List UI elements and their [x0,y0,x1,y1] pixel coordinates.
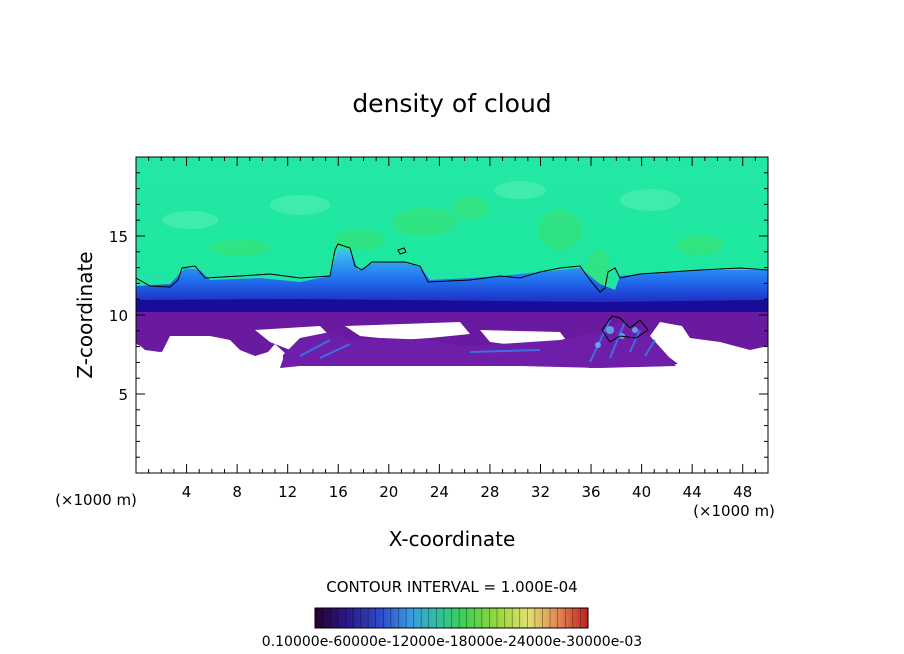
colorbar [314,607,589,629]
colorbar-divisions [322,608,581,628]
y-tick-label: 15 [109,228,128,246]
x-tick-label: 12 [278,483,297,501]
x-tick-label: 16 [329,483,348,501]
lower-cloud-blob [283,322,676,368]
x-tick-label: 44 [683,483,702,501]
y-tick-label: 5 [118,386,128,404]
colorbar-labels: 0.10000e-60000e-12000e-18000e-24000e-300… [262,634,642,650]
y-tick-label: 10 [109,307,128,325]
green-swirls [210,196,724,294]
y-axis-label: Z-coordinate [73,251,97,378]
clear-air-gaps [255,322,566,350]
lighter-swirls [162,181,680,229]
x-axis-label: X-coordinate [389,527,516,551]
chart-title: density of cloud [352,89,551,118]
transition-band [136,248,768,312]
contour-interval-text: CONTOUR INTERVAL = 1.000E-04 [326,578,577,596]
contour-line [136,243,768,293]
left-edge-patch [136,312,170,352]
dark-core-stripe [136,299,768,314]
x-axis-ticks: 4 8 12 16 20 24 28 32 36 40 44 48 [148,157,756,501]
x-tick-label: 24 [430,483,449,501]
plot-area [136,157,768,473]
x-tick-label: 48 [733,483,752,501]
y-axis-ticks: 5 10 15 [109,172,768,458]
contour-lower [601,315,649,343]
x-tick-label: 4 [182,483,192,501]
x-tick-label: 40 [632,483,651,501]
blue-streaks [299,319,656,363]
x-axis-unit-left: (×1000 m) [55,491,137,509]
x-tick-label: 20 [379,483,398,501]
x-tick-label: 28 [480,483,499,501]
x-tick-label: 36 [581,483,600,501]
x-axis-unit-right: (×1000 m) [693,502,775,520]
x-tick-label: 8 [232,483,242,501]
contour-small [397,247,407,255]
x-tick-label: 32 [531,483,550,501]
